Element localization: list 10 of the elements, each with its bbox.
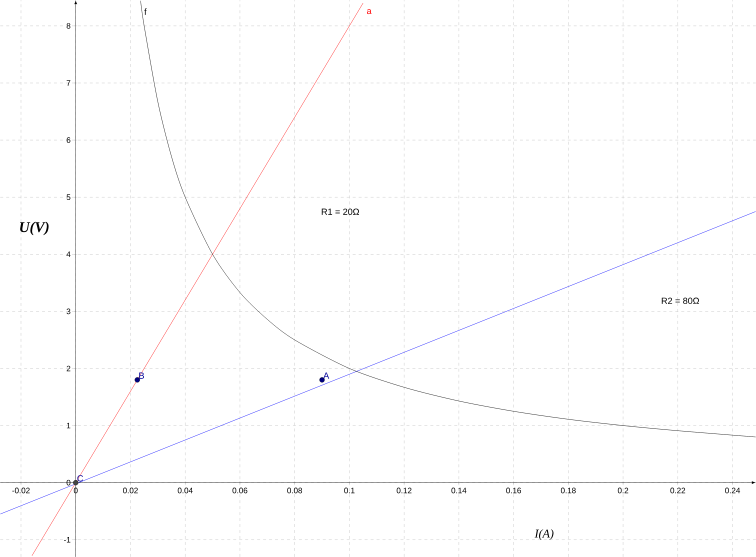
annotation: B: [139, 372, 144, 379]
series-label: a: [366, 9, 372, 14]
annotation: A: [323, 372, 330, 379]
x-axis-title: I(A): [534, 529, 554, 540]
line-series: [140, 0, 756, 438]
annotation: R1 = 20Ω: [322, 208, 360, 215]
series-label: f: [144, 8, 147, 15]
y-axis-title: U(V): [20, 222, 49, 236]
annotation: C: [77, 475, 84, 482]
annotation: R2 = 80Ω: [662, 298, 700, 304]
